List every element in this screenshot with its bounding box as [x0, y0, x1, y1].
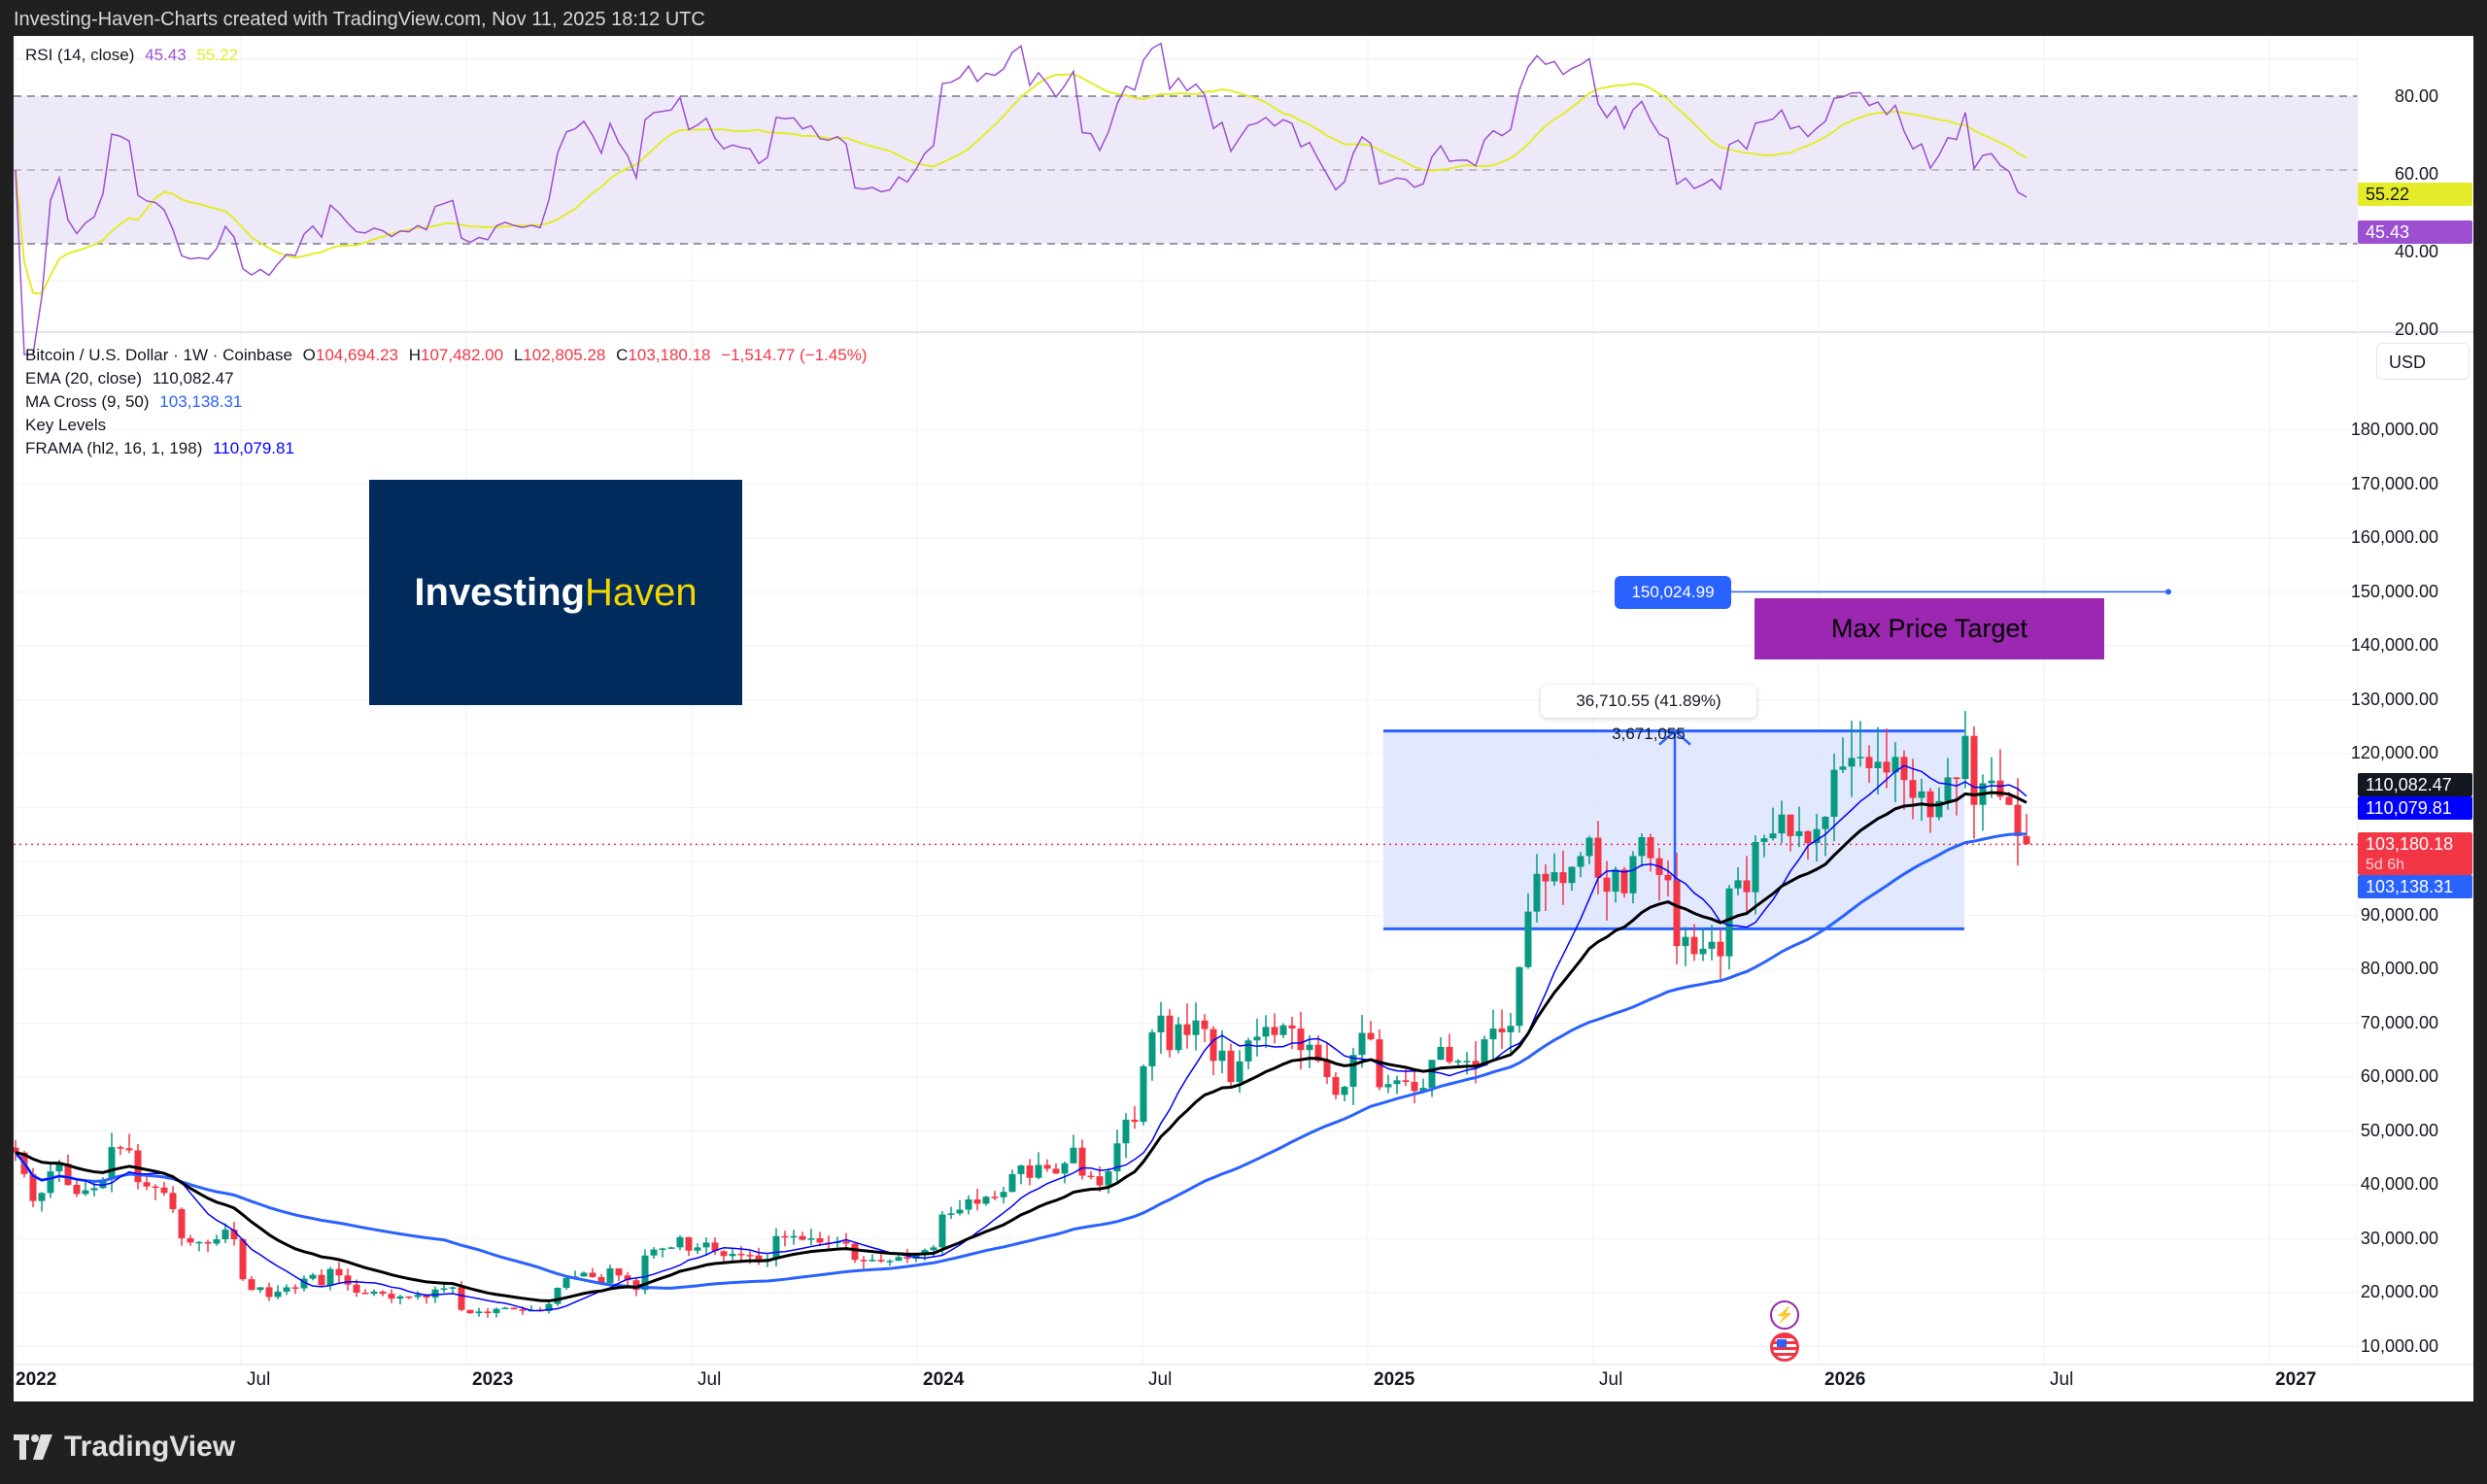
ma-cross-price-tag: 103,138.31	[2358, 875, 2472, 898]
price-axis-tick: 120,000.00	[2350, 743, 2438, 762]
frama-legend-value: 110,079.81	[213, 439, 294, 457]
time-axis-tick: 2026	[1824, 1369, 1866, 1390]
price-axis-tick: 170,000.00	[2350, 473, 2438, 493]
rsi-axis-tick: 60.00	[2394, 164, 2438, 184]
rsi-ma-legend-value: 55.22	[196, 46, 238, 64]
key-levels-legend[interactable]: Key Levels	[25, 414, 112, 437]
time-axis-tick: 2023	[472, 1369, 514, 1390]
price-axis-tick: 70,000.00	[2360, 1012, 2438, 1032]
time-axis-tick: Jul	[1148, 1369, 1173, 1390]
ema-legend[interactable]: EMA (20, close) 110,082.47	[25, 367, 240, 390]
price-axis-tick: 60,000.00	[2360, 1066, 2438, 1086]
ma-cross-legend-name: MA Cross (9, 50)	[25, 392, 150, 411]
max-price-target-box[interactable]: Max Price Target	[1755, 598, 2104, 659]
logo-text-investing: Investing	[414, 570, 585, 614]
key-levels-legend-name: Key Levels	[25, 416, 107, 434]
ma-cross-legend[interactable]: MA Cross (9, 50) 103,138.31	[25, 390, 248, 414]
target-price-label[interactable]: 150,024.99	[1615, 576, 1731, 609]
logo-text-haven: Haven	[584, 570, 698, 614]
price-axis-tick: 140,000.00	[2350, 635, 2438, 655]
us-flag-event-icon[interactable]	[1770, 1332, 1799, 1362]
rsi-legend-value: 45.43	[145, 46, 187, 64]
symbol-name[interactable]: Bitcoin / U.S. Dollar · 1W · Coinbase	[25, 346, 292, 364]
high-label: H	[408, 346, 421, 364]
bar-countdown: 5d 6h	[2366, 857, 2405, 873]
last-price-value: 103,180.18	[2366, 834, 2454, 854]
low-label: L	[513, 346, 524, 364]
price-axis-tick: 130,000.00	[2350, 689, 2438, 709]
price-axis-tick: 10,000.00	[2360, 1335, 2438, 1356]
close-label: C	[616, 346, 629, 364]
frama-legend-name: FRAMA (hl2, 16, 1, 198)	[25, 439, 203, 457]
ema-price-tag: 110,082.47	[2358, 773, 2472, 796]
investinghaven-logo: Investing Haven	[369, 480, 742, 705]
frama-legend[interactable]: FRAMA (hl2, 16, 1, 198) 110,079.81	[25, 437, 300, 460]
high-value: 107,482.00	[421, 346, 504, 364]
rsi-legend-name: RSI (14, close)	[25, 46, 135, 64]
time-axis-tick: Jul	[1599, 1369, 1623, 1390]
ma-cross-legend-value: 103,138.31	[159, 392, 243, 411]
rsi-legend: RSI (14, close) 45.43 55.22	[25, 44, 244, 67]
price-axis-tick: 40,000.00	[2360, 1174, 2438, 1194]
price-range-measure-label[interactable]: 36,710.55 (41.89%) 3,671,055	[1541, 685, 1756, 743]
time-axis-tick: 2027	[2275, 1369, 2317, 1390]
price-axis-tick: 30,000.00	[2360, 1228, 2438, 1248]
rsi-axis-tick: 20.00	[2394, 320, 2438, 339]
price-axis-tick: 180,000.00	[2350, 420, 2438, 439]
open-label: O	[302, 346, 316, 364]
rsi-price-tag: 45.43	[2358, 220, 2472, 244]
ema-legend-name: EMA (20, close)	[25, 369, 142, 388]
chart-panel[interactable]: RSI (14, close) 45.43 55.22 80.00 60.00 …	[14, 36, 2473, 1401]
price-axis-tick: 90,000.00	[2360, 904, 2438, 925]
chart-caption: Investing-Haven-Charts created with Trad…	[14, 9, 705, 30]
price-axis-tick: 50,000.00	[2360, 1120, 2438, 1140]
ema-legend-value: 110,082.47	[152, 369, 234, 388]
tradingview-wordmark: TradingView	[64, 1431, 236, 1463]
rsi-axis-tick: 80.00	[2394, 86, 2438, 106]
low-value: 102,805.28	[523, 346, 606, 364]
change-value: −1,514.77 (−1.45%)	[721, 346, 868, 364]
chart-canvas[interactable]	[14, 36, 2473, 1401]
close-value: 103,180.18	[628, 346, 711, 364]
tradingview-logo[interactable]: TradingView	[14, 1428, 235, 1467]
time-axis-tick: Jul	[2050, 1369, 2074, 1390]
last-price-tag: 103,180.18 5d 6h	[2358, 832, 2472, 875]
currency-button[interactable]: USD	[2376, 343, 2470, 380]
price-axis-tick: 160,000.00	[2350, 527, 2438, 547]
price-axis-tick: 150,000.00	[2350, 581, 2438, 601]
symbol-legend: Bitcoin / U.S. Dollar · 1W · Coinbase O1…	[25, 344, 873, 367]
price-axis-tick: 80,000.00	[2360, 959, 2438, 978]
frama-price-tag: 110,079.81	[2358, 796, 2472, 820]
price-axis-tick: 20,000.00	[2360, 1282, 2438, 1301]
time-axis-tick: 2025	[1374, 1369, 1415, 1390]
time-axis-tick: 2022	[16, 1369, 57, 1390]
rsi-axis-tick: 40.00	[2394, 242, 2438, 261]
time-axis-tick: Jul	[698, 1369, 722, 1390]
time-axis-tick: 2024	[923, 1369, 965, 1390]
lightning-event-icon[interactable]: ⚡	[1770, 1300, 1799, 1330]
time-axis-tick: Jul	[247, 1369, 271, 1390]
open-value: 104,694.23	[315, 346, 398, 364]
rsi-ma-price-tag: 55.22	[2358, 183, 2472, 206]
tradingview-logo-icon	[14, 1434, 52, 1460]
